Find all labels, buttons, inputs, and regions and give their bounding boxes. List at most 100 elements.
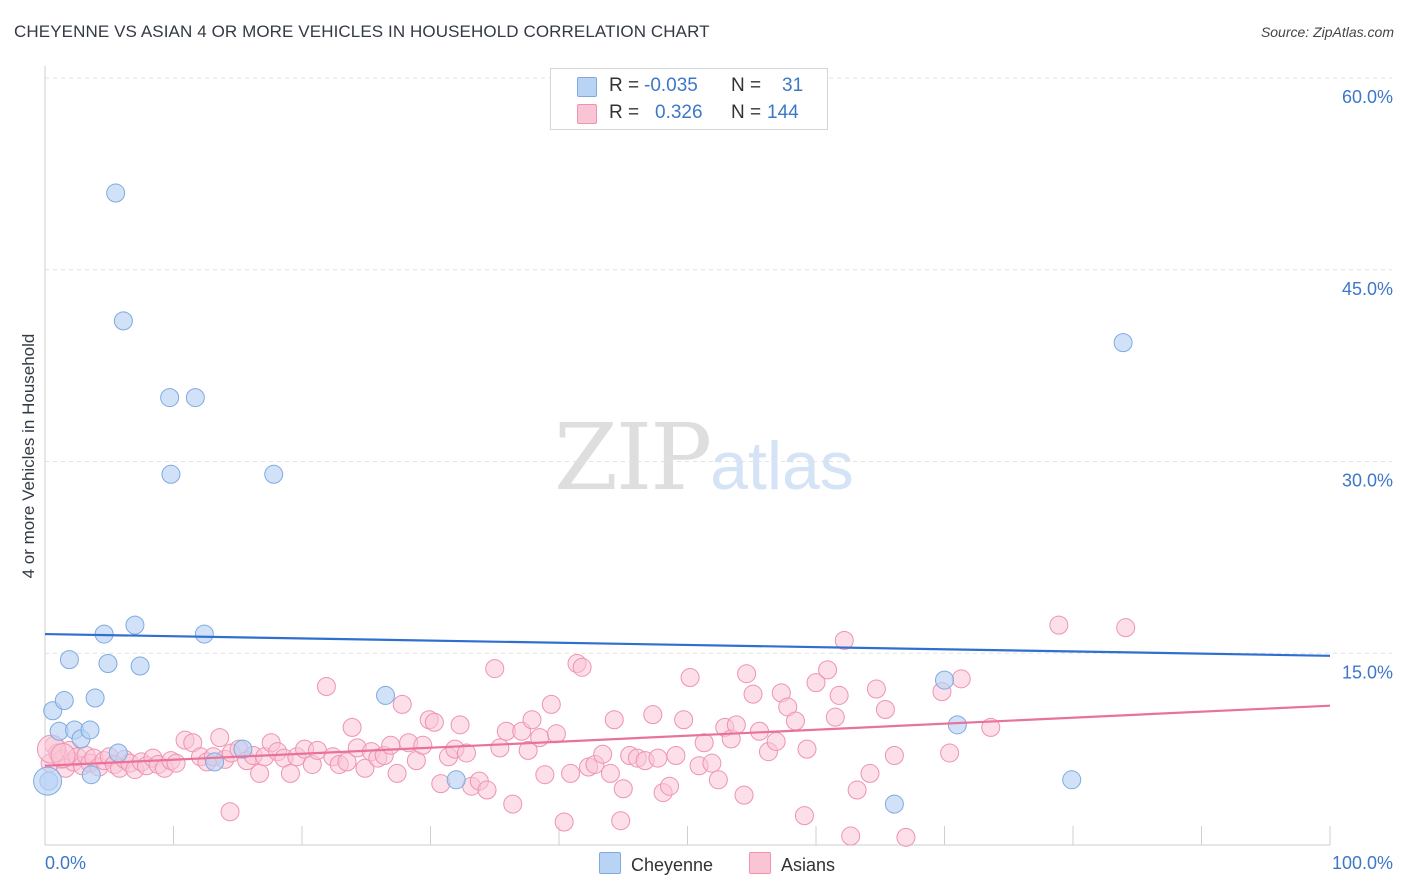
cheyenne-point [935,670,954,690]
asians-point [674,710,694,730]
asians-point [797,739,817,759]
asians-point [387,763,407,783]
asians-point [951,669,971,689]
bottom-legend-label-asians: Asians [781,855,836,875]
y-tick-label: 30.0% [1342,471,1393,491]
asians-point [829,685,849,705]
cheyenne-point [205,752,225,772]
asians-point [981,717,1001,737]
source-note: Source: ZipAtlas.com [1260,24,1394,40]
asians-point [561,763,581,783]
asians-point [210,728,230,748]
bottom-legend-label-cheyenne: Cheyenne [631,855,714,875]
cheyenne-point [1113,333,1133,353]
asians-point [522,710,542,730]
asians-point [456,743,476,763]
cheyenne-point [947,715,967,735]
asians-point [355,758,375,778]
asians-point [734,785,754,805]
asians-point [490,738,510,758]
cheyenne-point [125,615,145,635]
bottom-legend-swatch-asians [749,852,771,874]
y-tick-label: 15.0% [1342,662,1393,682]
asians-point [794,806,814,826]
asians-point [680,668,700,688]
cheyenne-point [106,183,126,203]
tick-labels: 15.0% 30.0% 45.0% 60.0% 0.0% 100.0% [45,87,1393,873]
legend-n-value: 31 [782,75,804,96]
cheyenne-point [80,720,100,740]
legend-r-label: R = [609,75,640,96]
asians-point [541,694,561,714]
asians-point [546,724,566,744]
asians-point [613,779,633,799]
asians-point [860,763,880,783]
asians-point [818,660,838,680]
cheyenne-point [194,624,214,644]
asians-point [518,740,538,760]
asians-point [600,763,620,783]
asians-point [643,705,663,725]
asians-point [554,812,574,832]
asians-point [743,684,763,704]
asians-point [1116,618,1136,638]
asians-point [337,752,357,772]
cheyenne-point [59,650,79,670]
asians-point [535,765,555,785]
asians-point [825,707,845,727]
cheyenne-trend-line [44,632,1331,657]
grid-lines [45,77,1392,654]
correlation-legend: R = -0.035 N = 31 R = 0.326 N = 144 [550,68,828,130]
cheyenne-point [33,766,63,796]
asians-point [503,794,523,814]
asians-trend-line [44,704,1331,767]
asians-point [660,776,680,796]
asians-point [381,735,401,755]
asians-point [884,746,904,766]
asians-point [593,744,613,764]
asians-point [866,679,886,699]
asians-point [1049,615,1069,635]
cheyenne-point [98,653,118,673]
legend-r-value: -0.035 [644,75,698,96]
asians-point [940,743,960,763]
bottom-legend-cheyenne: Cheyenne [599,852,713,876]
asians-point [834,630,854,650]
asians-point [875,699,895,719]
bottom-legend-swatch-cheyenne [599,852,621,874]
asians-point [611,811,631,831]
asians-point [485,659,505,679]
trend-lines [44,632,1331,767]
asians-point [708,770,728,790]
asians-point [726,715,746,735]
asians-point [280,763,300,783]
cheyenne-point [1062,770,1082,790]
asians-point [392,694,412,714]
asians-point [896,827,916,847]
asians-point [424,712,444,732]
legend-n-label: N = [731,75,762,96]
cheyenne-point [130,656,150,676]
asians-point [250,763,270,783]
cheyenne-point [376,685,396,705]
asians-point [450,715,470,735]
x-tick-label: 0.0% [45,853,86,873]
asians-point [806,673,826,693]
asians-point [737,664,757,684]
asians-point [342,717,362,737]
bottom-legend-asians: Asians [749,852,835,876]
legend-swatch-cheyenne [577,77,597,97]
asians-point [604,710,624,730]
asians-point [694,733,714,753]
asians-point [785,711,805,731]
asians-point [702,753,722,773]
cheyenne-point [113,311,133,331]
chart-title: CHEYENNE VS ASIAN 4 OR MORE VEHICLES IN … [14,22,710,41]
legend-r-label: R = [609,102,640,123]
asians-point [847,780,867,800]
asians-point [666,746,686,766]
asians-point [766,731,786,751]
asians-point [572,657,592,677]
cheyenne-point [185,388,205,408]
cheyenne-points [33,183,1133,814]
